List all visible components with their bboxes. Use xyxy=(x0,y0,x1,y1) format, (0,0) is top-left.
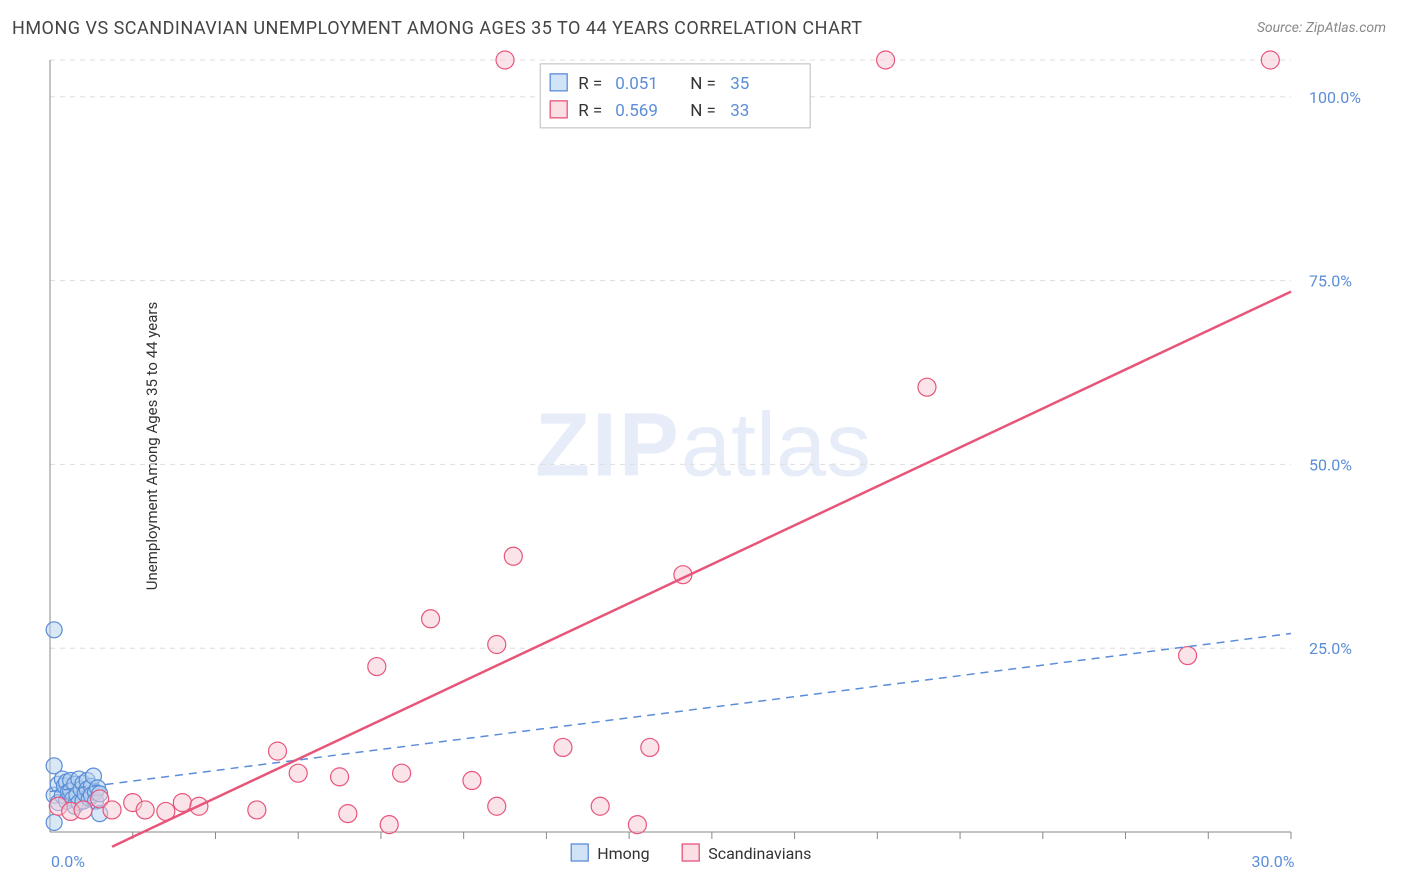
chart-svg: 0.0%30.0%25.0%50.0%75.0%100.0%R =0.051N … xyxy=(45,55,1296,837)
svg-text:50.0%: 50.0% xyxy=(1309,455,1352,474)
svg-text:25.0%: 25.0% xyxy=(1309,639,1352,658)
svg-text:33: 33 xyxy=(730,101,749,121)
svg-text:N =: N = xyxy=(690,74,716,94)
svg-text:35: 35 xyxy=(730,74,749,94)
svg-text:0.569: 0.569 xyxy=(615,101,658,121)
svg-text:0.0%: 0.0% xyxy=(51,852,85,871)
svg-text:0.051: 0.051 xyxy=(615,74,658,94)
svg-text:R =: R = xyxy=(578,101,602,121)
svg-text:R =: R = xyxy=(578,74,602,94)
svg-text:75.0%: 75.0% xyxy=(1309,272,1352,291)
chart-title: HMONG VS SCANDINAVIAN UNEMPLOYMENT AMONG… xyxy=(12,18,1394,39)
svg-text:30.0%: 30.0% xyxy=(1252,852,1295,871)
scatter-chart: 0.0%30.0%25.0%50.0%75.0%100.0%R =0.051N … xyxy=(45,55,1296,837)
svg-text:Hmong: Hmong xyxy=(597,844,649,863)
svg-text:100.0%: 100.0% xyxy=(1309,88,1361,107)
svg-text:Scandinavians: Scandinavians xyxy=(708,844,811,863)
svg-text:N =: N = xyxy=(690,101,716,121)
source-label: Source: ZipAtlas.com xyxy=(1257,20,1386,36)
